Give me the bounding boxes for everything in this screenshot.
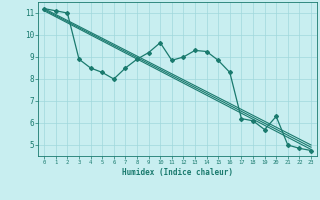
X-axis label: Humidex (Indice chaleur): Humidex (Indice chaleur) [122,168,233,177]
